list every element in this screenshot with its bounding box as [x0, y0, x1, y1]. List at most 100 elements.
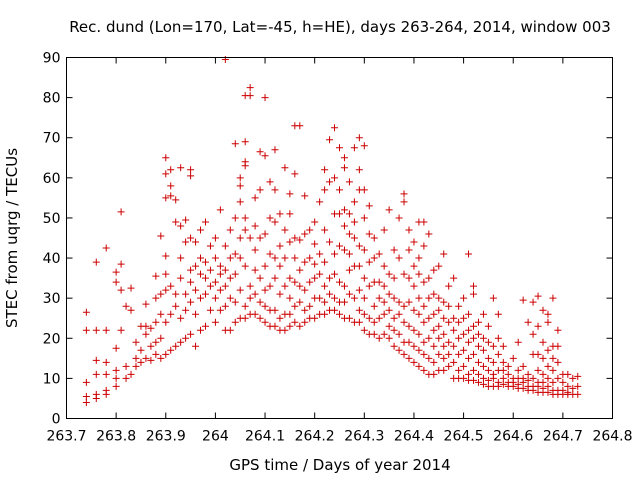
data-point [152, 318, 160, 326]
data-point [355, 242, 363, 250]
data-point [390, 246, 398, 254]
data-point [494, 378, 502, 386]
data-point [390, 326, 398, 334]
data-point [226, 226, 234, 234]
data-point [102, 370, 110, 378]
data-point [470, 376, 478, 384]
data-point [340, 154, 348, 162]
data-point [504, 362, 512, 370]
data-point [514, 366, 522, 374]
data-point [321, 226, 329, 234]
data-point [192, 310, 200, 318]
data-point [385, 306, 393, 314]
data-point [256, 186, 264, 194]
data-point [534, 292, 542, 300]
data-point [514, 338, 522, 346]
data-point [345, 230, 353, 238]
x-tick-label: 263.7 [46, 429, 86, 445]
data-point [450, 274, 458, 282]
data-point [251, 222, 259, 230]
data-point [360, 142, 368, 150]
data-point [182, 334, 190, 342]
plot-frame [66, 57, 613, 419]
data-point [162, 318, 170, 326]
data-point [549, 366, 557, 374]
data-point [474, 370, 482, 378]
data-point [127, 306, 135, 314]
data-point [211, 278, 219, 286]
data-point [455, 302, 463, 310]
data-point [400, 190, 408, 198]
data-point [375, 278, 383, 286]
data-point [460, 362, 468, 370]
data-point [415, 254, 423, 262]
data-point [430, 358, 438, 366]
data-point [440, 354, 448, 362]
data-point [470, 350, 478, 358]
data-point [340, 164, 348, 172]
data-point [187, 278, 195, 286]
data-point [435, 262, 443, 270]
data-point [246, 234, 254, 242]
data-point [187, 234, 195, 242]
data-point [539, 338, 547, 346]
data-point [206, 306, 214, 314]
data-point [331, 270, 339, 278]
data-point [117, 326, 125, 334]
data-point [534, 366, 542, 374]
data-point [221, 266, 229, 274]
data-point [450, 358, 458, 366]
data-point [470, 322, 478, 330]
data-point [177, 222, 185, 230]
data-point [420, 302, 428, 310]
x-axis-label: GPS time / Days of year 2014 [229, 456, 450, 474]
data-point [152, 338, 160, 346]
data-point [157, 334, 165, 342]
data-point [474, 358, 482, 366]
data-point [321, 186, 329, 194]
x-tick-label: 264.6 [493, 429, 533, 445]
data-point [261, 94, 269, 102]
data-point [544, 374, 552, 382]
data-point [355, 134, 363, 142]
data-point [162, 252, 170, 260]
data-point [559, 386, 567, 394]
data-point [117, 208, 125, 216]
data-point [142, 322, 150, 330]
data-point [82, 392, 90, 400]
data-point [276, 262, 284, 270]
data-point [271, 274, 279, 282]
data-point [306, 302, 314, 310]
data-point [256, 314, 264, 322]
data-point [286, 238, 294, 246]
data-point [271, 306, 279, 314]
data-point [425, 230, 433, 238]
data-point [470, 282, 478, 290]
data-point [157, 310, 165, 318]
data-point [519, 374, 527, 382]
data-point [112, 344, 120, 352]
data-point [177, 164, 185, 172]
data-point [316, 198, 324, 206]
data-point [142, 354, 150, 362]
data-point [321, 310, 329, 318]
data-point [162, 350, 170, 358]
data-point [430, 310, 438, 318]
data-point [489, 358, 497, 366]
data-point [420, 366, 428, 374]
data-point [331, 124, 339, 132]
data-point [311, 260, 319, 268]
data-point [251, 266, 259, 274]
data-point [316, 270, 324, 278]
data-point [445, 302, 453, 310]
data-point [221, 302, 229, 310]
data-point [127, 370, 135, 378]
data-point [499, 366, 507, 374]
data-point [192, 238, 200, 246]
data-point [201, 218, 209, 226]
data-point [281, 226, 289, 234]
data-point [479, 334, 487, 342]
data-point [345, 250, 353, 258]
data-point [137, 346, 145, 354]
data-point [246, 84, 254, 92]
